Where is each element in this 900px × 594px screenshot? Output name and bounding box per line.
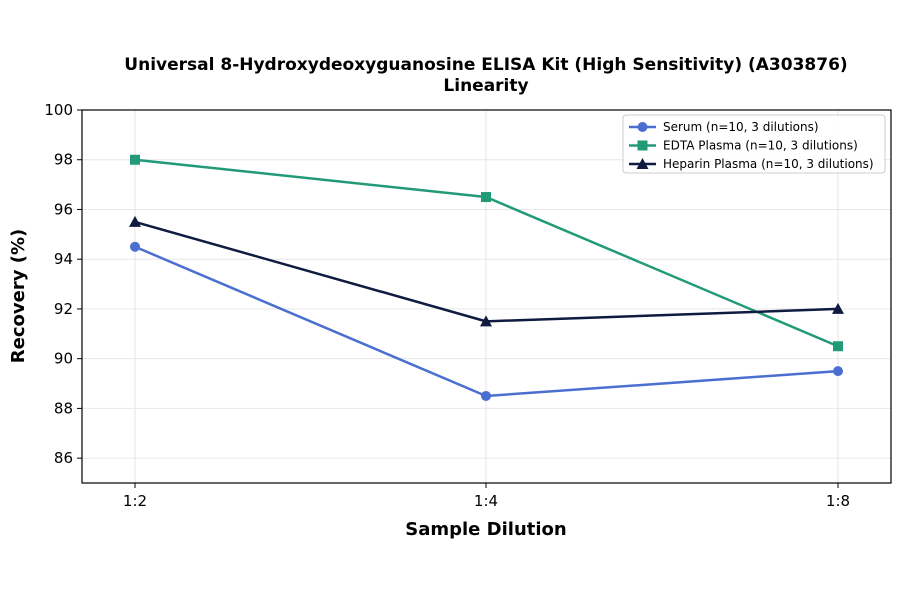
y-tick-label: 88: [54, 399, 73, 417]
data-point: [481, 192, 491, 203]
x-tick-label: 1:8: [826, 492, 850, 510]
x-axis-label: Sample Dilution: [405, 519, 566, 540]
legend-swatch-marker: [637, 122, 648, 132]
plot-area-frame: [81, 109, 892, 484]
x-axis-ticks: 1:2 1:4 1:8: [123, 483, 850, 510]
legend-swatch-marker: [636, 158, 649, 169]
chart-title-line2: Linearity: [443, 76, 528, 96]
y-tick-label: 98: [54, 151, 73, 169]
y-tick-label: 92: [54, 300, 73, 318]
y-axis-label: Recovery (%): [8, 229, 29, 363]
y-tick-label: 90: [54, 350, 73, 368]
data-point: [832, 302, 844, 314]
data-point: [833, 341, 843, 352]
y-axis-ticks: 86 88 90 92 94 96 98 100: [44, 101, 82, 467]
legend-entry: Heparin Plasma (n=10, 3 dilutions): [663, 157, 874, 171]
data-point: [481, 390, 491, 401]
y-tick-label: 94: [54, 250, 73, 268]
data-point: [480, 315, 492, 327]
legend-swatch-marker: [637, 140, 648, 151]
legend: Serum (n=10, 3 dilutions) EDTA Plasma (n=…: [622, 114, 886, 174]
legend-frame: [622, 114, 886, 174]
x-tick-label: 1:4: [474, 492, 498, 510]
legend-entry: Serum (n=10, 3 dilutions): [663, 120, 819, 134]
y-tick-label: 100: [44, 101, 73, 119]
legend-entry: EDTA Plasma (n=10, 3 dilutions): [663, 139, 858, 153]
data-point: [130, 154, 140, 165]
data-point: [129, 215, 141, 227]
data-point: [833, 366, 843, 377]
y-tick-label: 96: [54, 200, 73, 218]
data-point: [130, 241, 140, 252]
x-tick-label: 1:2: [123, 492, 147, 510]
series-layer: [129, 154, 844, 401]
y-tick-label: 86: [54, 449, 73, 467]
chart-title-line1: Universal 8-Hydroxydeoxyguanosine ELISA …: [124, 55, 847, 75]
